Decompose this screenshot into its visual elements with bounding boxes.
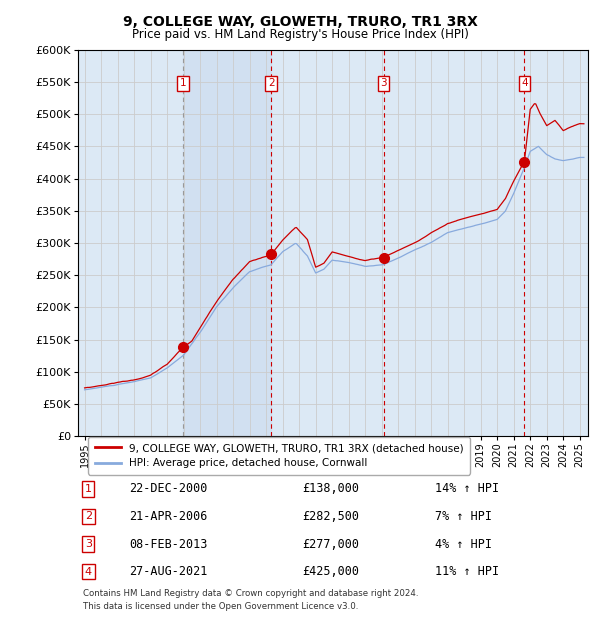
Bar [183, 50, 271, 436]
Text: 4: 4 [521, 78, 528, 88]
Text: Contains HM Land Registry data © Crown copyright and database right 2024.: Contains HM Land Registry data © Crown c… [83, 589, 419, 598]
Text: This data is licensed under the Open Government Licence v3.0.: This data is licensed under the Open Gov… [83, 602, 358, 611]
Text: 21-APR-2006: 21-APR-2006 [129, 510, 208, 523]
Text: 08-FEB-2013: 08-FEB-2013 [129, 538, 208, 551]
Text: £282,500: £282,500 [302, 510, 359, 523]
Text: 3: 3 [85, 539, 92, 549]
Text: 9, COLLEGE WAY, GLOWETH, TRURO, TR1 3RX: 9, COLLEGE WAY, GLOWETH, TRURO, TR1 3RX [122, 16, 478, 30]
Text: 27-AUG-2021: 27-AUG-2021 [129, 565, 208, 578]
Text: £425,000: £425,000 [302, 565, 359, 578]
Text: 14% ↑ HPI: 14% ↑ HPI [435, 482, 499, 495]
Text: 2: 2 [85, 512, 92, 521]
Text: 4: 4 [85, 567, 92, 577]
Text: 4% ↑ HPI: 4% ↑ HPI [435, 538, 492, 551]
Text: £138,000: £138,000 [302, 482, 359, 495]
Text: 7% ↑ HPI: 7% ↑ HPI [435, 510, 492, 523]
Legend: 9, COLLEGE WAY, GLOWETH, TRURO, TR1 3RX (detached house), HPI: Average price, de: 9, COLLEGE WAY, GLOWETH, TRURO, TR1 3RX … [88, 437, 470, 474]
Text: 1: 1 [180, 78, 187, 88]
Text: 11% ↑ HPI: 11% ↑ HPI [435, 565, 499, 578]
Text: 1: 1 [85, 484, 92, 494]
Text: £277,000: £277,000 [302, 538, 359, 551]
Text: 3: 3 [380, 78, 387, 88]
Text: 22-DEC-2000: 22-DEC-2000 [129, 482, 208, 495]
Text: Price paid vs. HM Land Registry's House Price Index (HPI): Price paid vs. HM Land Registry's House … [131, 28, 469, 41]
Text: 2: 2 [268, 78, 274, 88]
